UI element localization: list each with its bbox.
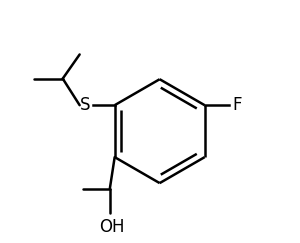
Text: F: F (232, 96, 242, 114)
Text: S: S (80, 96, 90, 114)
Text: OH: OH (100, 217, 125, 235)
